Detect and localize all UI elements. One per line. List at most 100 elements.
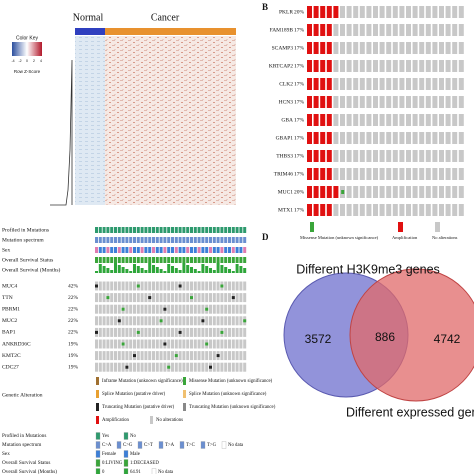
track-cell xyxy=(239,227,243,233)
legend-swatch xyxy=(221,441,227,449)
onco-cell xyxy=(439,150,444,162)
onco-cell xyxy=(129,339,133,349)
onco-cell xyxy=(148,327,152,337)
onco-cell xyxy=(425,114,431,126)
onco-cell xyxy=(209,351,212,361)
onco-cell xyxy=(174,293,178,303)
onco-mut xyxy=(201,319,205,323)
onco-cell xyxy=(190,304,193,314)
onco-cell xyxy=(216,362,220,372)
legend-swatch xyxy=(123,432,129,440)
legend-label: T>A xyxy=(165,443,175,448)
onco-cell xyxy=(129,304,133,314)
track-cell xyxy=(171,266,174,273)
track-cell xyxy=(197,271,201,273)
track-name: Overall Survival (Months) xyxy=(2,266,61,273)
legend-swatch xyxy=(200,441,206,449)
onco-cell xyxy=(163,281,167,291)
onco-cell xyxy=(406,186,411,198)
onco-cell xyxy=(307,6,312,18)
legend-swatch xyxy=(123,459,129,467)
onco-cell xyxy=(114,339,117,349)
onco-cell xyxy=(432,150,438,162)
track-cell xyxy=(231,237,235,243)
onco-mut xyxy=(121,342,125,346)
onco-cell xyxy=(231,281,235,291)
onco-cell xyxy=(333,168,339,180)
onco-cell xyxy=(163,327,167,337)
track-cell xyxy=(136,266,140,273)
track-cell xyxy=(178,270,182,273)
legend-label: Missense Mutation (unknown significance) xyxy=(300,235,379,240)
onco-cell xyxy=(432,42,438,54)
key-tick: 2 xyxy=(33,59,35,63)
onco-cell xyxy=(117,339,121,349)
onco-cell xyxy=(399,150,405,162)
track-cell xyxy=(106,268,110,273)
onco-mut xyxy=(220,330,224,334)
onco-cell xyxy=(346,96,352,108)
track-cell xyxy=(224,267,228,273)
onco-cell xyxy=(333,24,339,36)
track-cell xyxy=(220,247,224,253)
onco-cell xyxy=(333,114,339,126)
onco-cell xyxy=(155,339,159,349)
onco-cell xyxy=(121,351,125,361)
onco-mut xyxy=(205,307,209,311)
track-cell xyxy=(186,257,190,263)
onco-cell xyxy=(155,362,159,372)
onco-cell xyxy=(353,114,359,126)
onco-cell xyxy=(98,293,102,303)
onco-cell xyxy=(353,6,359,18)
onco-cell xyxy=(379,96,385,108)
onco-cell xyxy=(174,339,178,349)
onco-cell xyxy=(106,304,110,314)
track-cell xyxy=(106,247,110,253)
gene-name: PKLR xyxy=(279,9,293,15)
onco-cell xyxy=(243,281,247,291)
onco-cell xyxy=(313,6,319,18)
onco-cell xyxy=(174,316,178,326)
onco-cell xyxy=(129,351,133,361)
onco-cell xyxy=(392,6,398,18)
onco-mut xyxy=(341,190,345,194)
track-cell xyxy=(228,269,231,273)
onco-cell xyxy=(171,362,174,372)
onco-cell xyxy=(333,96,339,108)
track-cell xyxy=(201,264,205,273)
onco-cell xyxy=(386,60,392,72)
onco-cell xyxy=(140,293,144,303)
onco-cell xyxy=(326,42,332,54)
onco-cell xyxy=(186,304,190,314)
onco-cell xyxy=(114,304,117,314)
onco-cell xyxy=(163,316,167,326)
onco-cell xyxy=(379,42,385,54)
onco-cell xyxy=(140,339,144,349)
track-cell xyxy=(174,227,178,233)
track-legend-title: Overall Survival Status xyxy=(2,460,50,466)
track-cell xyxy=(186,227,190,233)
onco-cell xyxy=(353,24,359,36)
onco-cell xyxy=(129,281,133,291)
onco-cell xyxy=(307,168,312,180)
onco-cell xyxy=(98,281,102,291)
onco-cell xyxy=(163,293,167,303)
onco-cell xyxy=(231,339,235,349)
onco-cell xyxy=(320,168,326,180)
onco-cell xyxy=(313,186,319,198)
onco-cell xyxy=(439,204,444,216)
track-cell xyxy=(228,247,231,253)
track-cell xyxy=(239,257,243,263)
track-cell xyxy=(171,227,174,233)
onco-cell xyxy=(419,60,425,72)
onco-cell xyxy=(320,132,326,144)
onco-mut xyxy=(174,354,178,358)
gene-name: MTX1 xyxy=(278,207,293,213)
track-cell xyxy=(114,237,117,243)
onco-cell xyxy=(359,204,365,216)
onco-cell xyxy=(458,150,464,162)
track-cell xyxy=(167,264,171,273)
onco-cell xyxy=(353,204,359,216)
onco-cell xyxy=(231,304,235,314)
legend-swatch xyxy=(95,459,101,467)
